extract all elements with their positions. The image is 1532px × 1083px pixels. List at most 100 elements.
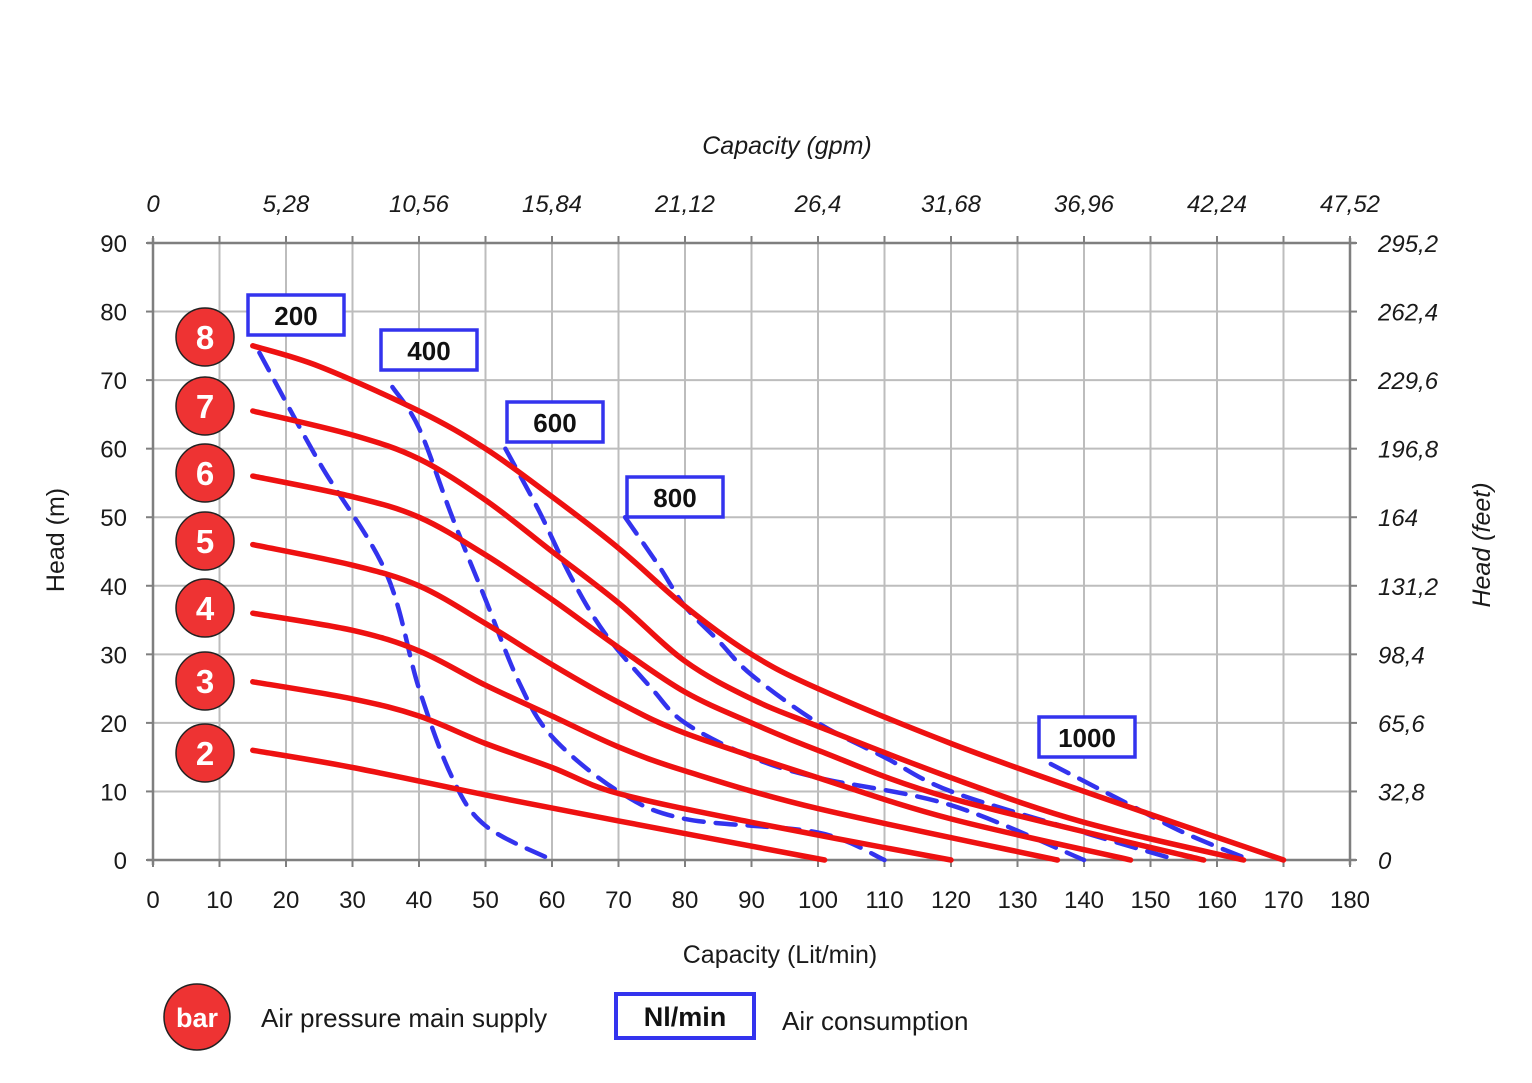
x2-tick-label: 10,56 bbox=[389, 191, 450, 218]
pressure-line-2-bar bbox=[250, 747, 828, 863]
y2-tick-label: 196,8 bbox=[1378, 437, 1439, 464]
y-tick-label: 60 bbox=[100, 437, 127, 464]
axes bbox=[146, 236, 1357, 867]
x-tick-label: 160 bbox=[1197, 887, 1237, 914]
x2-axis-ticks: 0 5,28 10,56 15,84 21,12 26,4 31,68 36,96 42,24 4… bbox=[146, 191, 1380, 218]
x-tick-label: 0 bbox=[146, 887, 159, 914]
y-axis-ticks: 0 10 20 30 40 50 60 70 80 90 bbox=[100, 231, 127, 875]
y-tick-label: 80 bbox=[100, 300, 127, 327]
x2-tick-label: 26,4 bbox=[794, 191, 842, 218]
pressure-badge-4: 4 bbox=[175, 578, 235, 638]
x-tick-label: 170 bbox=[1263, 887, 1303, 914]
air-consumption-label-600: 600 bbox=[505, 400, 605, 444]
x2-tick-label: 0 bbox=[146, 191, 160, 218]
pressure-badge-3: 3 bbox=[175, 651, 235, 711]
pressure-badge-circle bbox=[175, 307, 235, 367]
y2-tick-label: 131,2 bbox=[1378, 574, 1438, 601]
x-tick-label: 130 bbox=[997, 887, 1037, 914]
y-tick-label: 70 bbox=[100, 368, 127, 395]
y-axis-title: Head (m) bbox=[42, 488, 70, 592]
x2-tick-label: 15,84 bbox=[522, 191, 582, 218]
air-label-box bbox=[625, 475, 725, 519]
air-consumption-series bbox=[257, 350, 1253, 863]
x2-tick-label: 36,96 bbox=[1054, 191, 1115, 218]
x2-tick-label: 31,68 bbox=[921, 191, 982, 218]
pressure-badge-8: 8 bbox=[175, 307, 235, 367]
y-tick-label: 40 bbox=[100, 574, 127, 601]
y-tick-label: 30 bbox=[100, 642, 127, 669]
pressure-badge-text: 5 bbox=[196, 523, 214, 560]
x-tick-label: 150 bbox=[1130, 887, 1170, 914]
y2-tick-label: 262,4 bbox=[1377, 300, 1438, 327]
x-axis-title: Capacity (Lit/min) bbox=[683, 941, 878, 969]
x2-axis-title: Capacity (gpm) bbox=[702, 132, 872, 160]
legend-bar-symbol: bar bbox=[176, 1003, 219, 1033]
pressure-line-3-bar bbox=[250, 679, 954, 863]
x-tick-label: 70 bbox=[605, 887, 632, 914]
pressure-line-7-bar bbox=[250, 408, 1247, 863]
air-consumption-label-1000: 1000 bbox=[1037, 715, 1137, 759]
pressure-badge-circle bbox=[175, 376, 235, 436]
y-tick-label: 0 bbox=[114, 848, 127, 875]
pressure-badge-text: 4 bbox=[196, 590, 215, 627]
pressure-badge-text: 2 bbox=[196, 735, 214, 772]
x-tick-label: 100 bbox=[798, 887, 838, 914]
y2-tick-label: 229,6 bbox=[1377, 368, 1439, 395]
pressure-badge-text: 8 bbox=[196, 319, 214, 356]
pressure-line-5-bar bbox=[250, 541, 1134, 863]
pressure-line-6-bar bbox=[250, 473, 1207, 863]
y2-tick-label: 0 bbox=[1378, 848, 1392, 875]
air-label-text: 600 bbox=[533, 408, 576, 438]
x-tick-label: 30 bbox=[339, 887, 366, 914]
y2-tick-label: 164 bbox=[1378, 505, 1418, 532]
pressure-series bbox=[250, 343, 1287, 863]
air-consumption-labels: 200 400 600 800 1000 bbox=[246, 293, 1137, 759]
y-tick-label: 90 bbox=[100, 231, 127, 258]
air-consumption-label-800: 800 bbox=[625, 475, 725, 519]
pressure-badge-circle bbox=[175, 723, 235, 783]
x-tick-label: 60 bbox=[539, 887, 566, 914]
legend: bar Air pressure main supply Nl/min Air … bbox=[163, 983, 968, 1051]
air-label-text: 1000 bbox=[1058, 723, 1116, 753]
x-tick-label: 40 bbox=[406, 887, 433, 914]
pressure-badge-5: 5 bbox=[175, 511, 235, 571]
legend-air-box bbox=[614, 992, 756, 1040]
y-tick-label: 10 bbox=[100, 779, 127, 806]
x2-tick-label: 47,52 bbox=[1320, 191, 1380, 218]
pressure-badge-7: 7 bbox=[175, 376, 235, 436]
pressure-badge-circle bbox=[175, 443, 235, 503]
y2-axis-ticks: 0 32,8 65,6 98,4 131,2 164 196,8 229,6 262,4 295,… bbox=[1377, 231, 1439, 875]
air-label-text: 400 bbox=[407, 336, 450, 366]
pressure-badge-6: 6 bbox=[175, 443, 235, 503]
pressure-badge-text: 6 bbox=[196, 455, 214, 492]
air-label-box bbox=[505, 400, 605, 444]
air-consumption-line-200 bbox=[257, 350, 555, 863]
pressure-badge-text: 3 bbox=[196, 663, 214, 700]
y2-axis-title: Head (feet) bbox=[1468, 482, 1496, 607]
y2-tick-label: 32,8 bbox=[1378, 779, 1425, 806]
y2-tick-label: 98,4 bbox=[1378, 642, 1425, 669]
air-label-box bbox=[379, 328, 479, 372]
pressure-line-4-bar bbox=[250, 610, 1061, 863]
legend-air-label: Air consumption bbox=[782, 1006, 968, 1036]
y2-tick-label: 65,6 bbox=[1378, 711, 1425, 738]
pressure-badge-circle bbox=[175, 651, 235, 711]
air-consumption-line-800 bbox=[622, 514, 1180, 863]
x2-tick-label: 5,28 bbox=[263, 191, 310, 218]
x-tick-label: 110 bbox=[865, 887, 903, 914]
pressure-badge-circle bbox=[175, 578, 235, 638]
pressure-badges: 8 7 6 5 4 3 2 bbox=[175, 307, 235, 783]
air-consumption-label-400: 400 bbox=[379, 328, 479, 372]
x2-tick-label: 42,24 bbox=[1187, 191, 1247, 218]
legend-air-symbol: Nl/min bbox=[644, 1002, 727, 1032]
air-consumption-label-200: 200 bbox=[246, 293, 346, 337]
air-consumption-line-600 bbox=[503, 446, 1087, 863]
y2-tick-label: 295,2 bbox=[1377, 231, 1438, 258]
air-label-box bbox=[1037, 715, 1137, 759]
x-tick-label: 180 bbox=[1330, 887, 1370, 914]
air-label-box bbox=[246, 293, 346, 337]
y-tick-label: 50 bbox=[100, 505, 127, 532]
air-label-text: 200 bbox=[274, 301, 317, 331]
pressure-badge-text: 7 bbox=[196, 388, 214, 425]
